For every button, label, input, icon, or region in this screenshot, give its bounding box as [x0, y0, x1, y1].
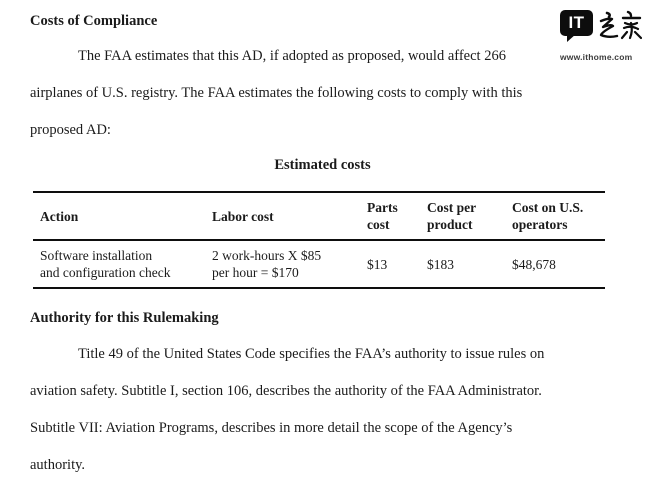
text-line: aviation safety. Subtitle I, section 106…	[30, 383, 542, 399]
cell-line: per hour = $170	[212, 265, 299, 280]
header-line: product	[427, 217, 473, 232]
paragraph-authority: Title 49 of the United States Code speci…	[30, 336, 622, 484]
it-speech-bubble-icon: IT	[560, 10, 593, 42]
col-header-action: Action	[33, 192, 205, 241]
cell-line: $13	[367, 256, 388, 272]
paragraph-costs: The FAA estimates that this AD, if adopt…	[30, 38, 622, 149]
section-heading-costs: Costs of Compliance	[30, 13, 158, 29]
cell-cost-on-us-operators: $48,678	[505, 240, 605, 288]
text-line: authority.	[30, 457, 86, 473]
cell-line: $183	[427, 256, 454, 272]
header-line: Action	[40, 208, 79, 224]
header-line: operators	[512, 217, 568, 232]
table-row: Software installation and configuration …	[33, 240, 605, 288]
cell-line: and configuration check	[40, 265, 171, 280]
ithome-logo-mark: IT	[560, 10, 644, 44]
cell-labor-cost: 2 work-hours X $85 per hour = $170	[205, 240, 360, 288]
section-heading-authority: Authority for this Rulemaking	[30, 310, 219, 326]
header-line: cost	[367, 217, 390, 232]
header-line: Parts	[367, 200, 398, 215]
col-header-cost-on-us-operators: Cost on U.S. operators	[505, 192, 605, 241]
text-line: Title 49 of the United States Code speci…	[78, 346, 545, 362]
text-line: proposed AD:	[30, 122, 111, 138]
table-title: Estimated costs	[274, 157, 371, 173]
header-line: Labor cost	[212, 208, 274, 224]
it-logo-text: IT	[568, 13, 585, 32]
text-line: The FAA estimates that this AD, if adopt…	[78, 48, 506, 64]
ithome-url: www.ithome.com	[560, 52, 633, 62]
text-line: airplanes of U.S. registry. The FAA esti…	[30, 85, 523, 101]
speech-bubble-tail	[567, 34, 576, 42]
table-header-row: Action Labor cost Parts cost Cost per pr…	[33, 192, 605, 241]
ithome-logo: IT www.ithome.com	[560, 10, 644, 62]
col-header-parts-cost: Parts cost	[360, 192, 420, 241]
header-line: Cost per	[427, 200, 477, 215]
header-line: Cost on U.S.	[512, 200, 584, 215]
col-header-cost-per-product: Cost per product	[420, 192, 505, 241]
cell-action: Software installation and configuration …	[33, 240, 205, 288]
ithome-cjk-text	[599, 10, 642, 40]
estimated-costs-table: Action Labor cost Parts cost Cost per pr…	[33, 191, 605, 289]
text-line: Subtitle VII: Aviation Programs, describ…	[30, 420, 513, 436]
cell-line: 2 work-hours X $85	[212, 248, 322, 263]
cell-cost-per-product: $183	[420, 240, 505, 288]
col-header-labor-cost: Labor cost	[205, 192, 360, 241]
cell-line: $48,678	[512, 256, 556, 272]
cell-parts-cost: $13	[360, 240, 420, 288]
cell-line: Software installation	[40, 248, 153, 263]
